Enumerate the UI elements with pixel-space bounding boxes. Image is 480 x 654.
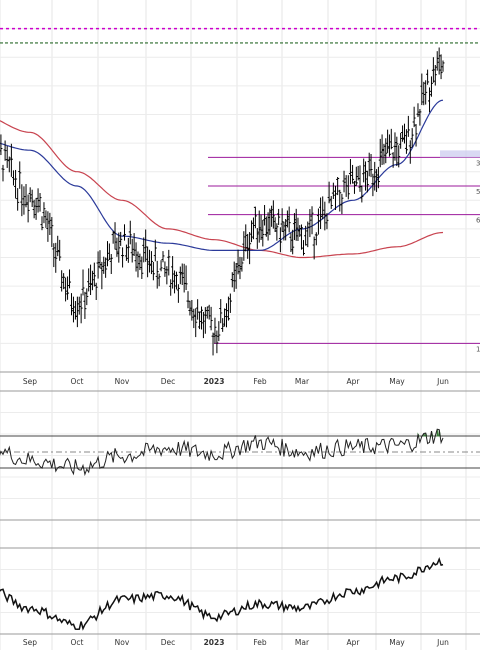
x-tick-label: Dec — [161, 638, 176, 647]
x-tick-label: Mar — [295, 638, 310, 647]
x-tick-label: May — [389, 638, 405, 647]
x-tick-label: Nov — [115, 377, 130, 386]
indicator-panel: Sep Oct Nov Dec 2023 Feb Mar Apr May Jun — [0, 557, 449, 647]
fib-level-label: 3 — [476, 159, 480, 167]
x-tick-label: Dec — [161, 377, 176, 386]
x-tick-label: Apr — [347, 638, 361, 647]
x-tick-label: Jun — [436, 638, 449, 647]
x-tick-label: 2023 — [204, 377, 225, 386]
x-tick-label: Oct — [71, 377, 84, 386]
x-tick-label: 2023 — [204, 638, 225, 647]
x-tick-label: Sep — [23, 377, 37, 386]
x-tick-label: Feb — [253, 638, 267, 647]
panel-borders — [0, 371, 480, 635]
x-tick-label: Feb — [253, 377, 267, 386]
oscillator-panel — [0, 428, 480, 477]
fib-level-label: 5 — [476, 188, 480, 196]
x-tick-label: Jun — [436, 377, 449, 386]
ma-long-line — [0, 120, 444, 259]
x-tick-label: Apr — [347, 377, 361, 386]
osc-line — [0, 428, 444, 477]
fib-band — [440, 150, 480, 158]
fib-level-label: 6 — [476, 217, 480, 225]
indicator-line — [0, 557, 444, 631]
x-tick-label: Sep — [23, 638, 37, 647]
x-tick-label: May — [389, 377, 405, 386]
x-tick-label: Oct — [71, 638, 84, 647]
price-panel: 10 6 5 3 Sep Oct Nov Dec 2023 Feb Mar Apr May Jun — [0, 27, 480, 386]
x-tick-label: Nov — [115, 638, 130, 647]
fib-level-label: 10 — [476, 345, 480, 353]
x-tick-label: Mar — [295, 377, 310, 386]
